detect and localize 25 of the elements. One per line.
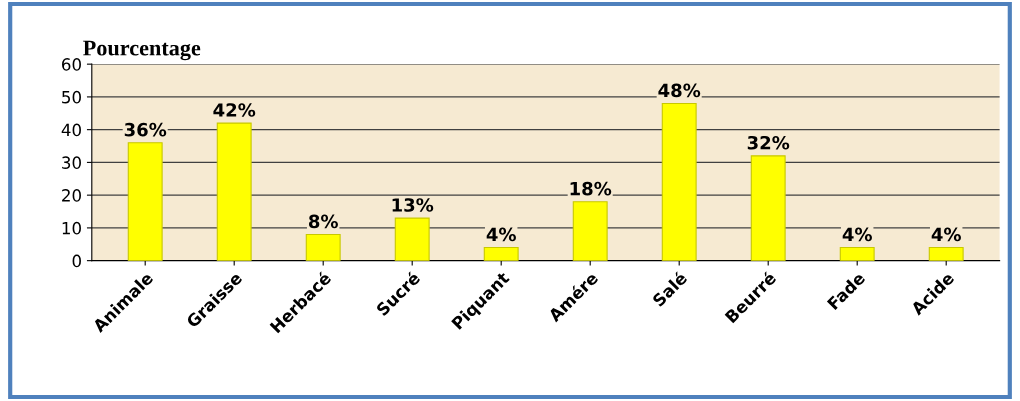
data-label: 48% — [658, 83, 701, 98]
y-tick-label: 10 — [62, 221, 81, 235]
data-label: 4% — [842, 227, 872, 242]
y-tick-label: 60 — [62, 58, 81, 71]
data-label: 4% — [486, 227, 516, 242]
bar — [305, 233, 341, 261]
data-label: 18% — [570, 181, 612, 196]
bar — [928, 246, 964, 261]
data-label: 4% — [931, 227, 961, 242]
data-label: 36% — [124, 122, 167, 137]
data-label: 8% — [308, 214, 338, 229]
y-tick-label: 30 — [62, 156, 81, 169]
bar — [572, 201, 608, 261]
data-label: 13% — [392, 198, 434, 212]
y-tick-label: 50 — [62, 90, 81, 104]
bar — [839, 246, 875, 261]
bar — [127, 142, 163, 261]
bar — [483, 246, 519, 261]
data-label: 32% — [747, 135, 790, 150]
y-tick-label: 40 — [61, 123, 81, 137]
y-tick-label: 20 — [62, 189, 81, 202]
bar — [661, 102, 697, 261]
data-label: 42% — [213, 103, 256, 117]
y-axis-title: Pourcentage — [83, 40, 201, 61]
y-tick-label: 0 — [72, 254, 81, 268]
